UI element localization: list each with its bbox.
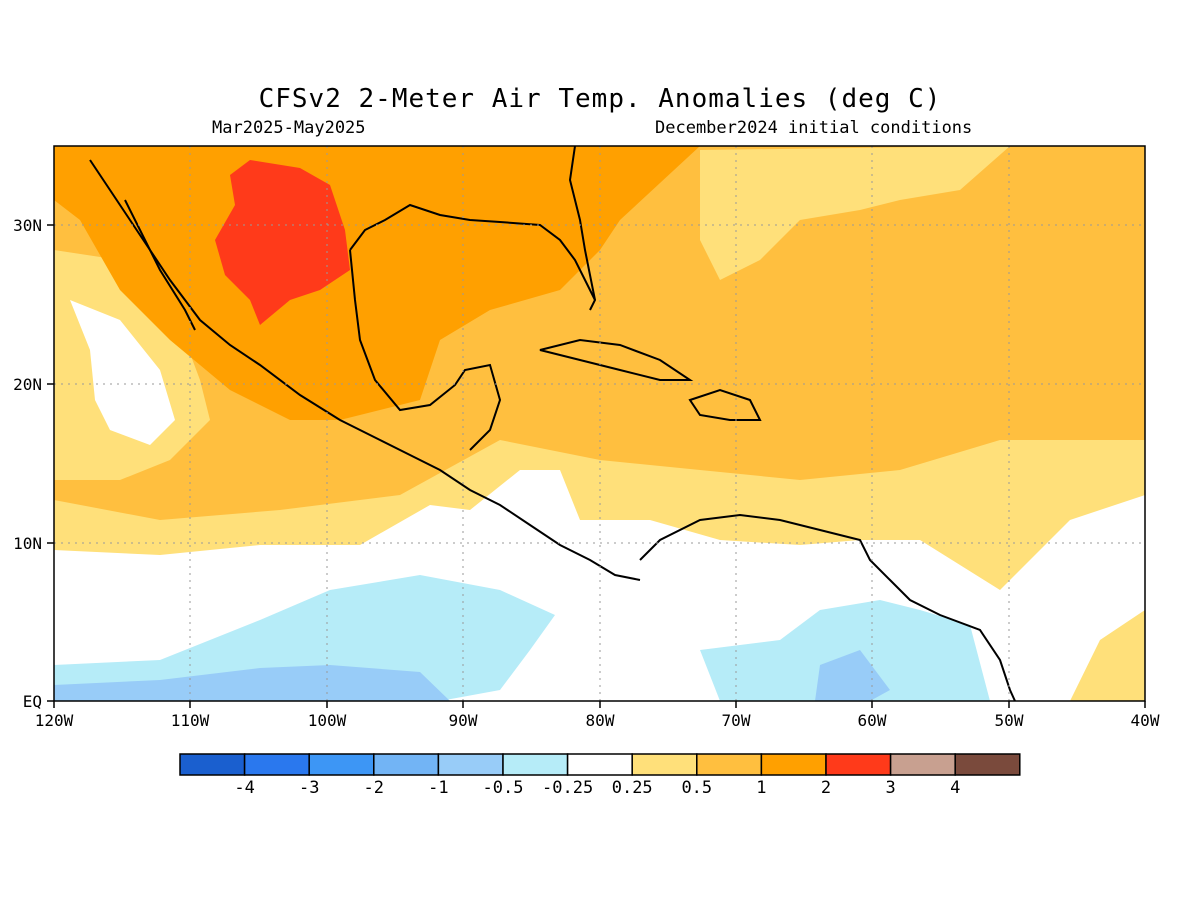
lon-label: 60W [858,711,887,730]
legend-label: 4 [950,778,960,798]
legend-label: -1 [428,778,448,798]
lon-label: 40W [1131,711,1160,730]
legend-swatch [243,753,310,776]
lat-label: 30N [13,216,42,235]
legend-swatch [373,753,440,776]
color-legend: -4 -3 -2 -1 -0.5 -0.25 0.25 0.5 1 2 3 4 [179,753,1021,798]
lon-label: 50W [995,711,1024,730]
lat-label: 10N [13,534,42,553]
coastline-baja [124,199,196,331]
legend-label: -4 [234,778,254,798]
coastline-florida [568,146,597,311]
legend-swatch [760,753,827,776]
coastline-gulf-west [349,249,502,451]
lon-label: 100W [308,711,347,730]
longitude-labels: 120W 110W 100W 90W 80W 70W 60W 50W 40W [35,711,1160,730]
coastline-hispaniola [688,388,762,421]
cool-region-light [54,575,555,701]
legend-label: -0.5 [483,778,524,798]
cool-region-medium [54,665,450,701]
coastline-cuba [539,338,694,381]
legend-swatch [696,753,763,776]
legend-swatch [631,753,698,776]
legend-label: 0.5 [681,778,712,798]
legend-label: 0.25 [612,778,653,798]
anomaly-region-hot-core [215,160,350,325]
legend-swatch [308,753,375,776]
gridlines [54,146,1145,701]
neutral-region-westcoast [70,300,175,445]
lon-label: 120W [35,711,74,730]
legend-swatch [179,753,246,776]
legend-label: 1 [756,778,766,798]
legend-swatch [825,753,892,776]
cool-region-medium-east [815,650,890,701]
legend-swatch [954,753,1021,776]
forecast-period: Mar2025-May2025 [212,118,366,138]
legend-swatch [889,753,956,776]
legend-label: -2 [364,778,384,798]
coastline-gulf [349,203,596,301]
latitude-labels: EQ 10N 20N 30N [13,216,42,711]
legend-label: -0.25 [542,778,593,798]
map-title: CFSv2 2-Meter Air Temp. Anomalies (deg C… [258,84,942,114]
lon-label: 110W [171,711,210,730]
legend-label: -3 [299,778,319,798]
legend-label: 2 [821,778,831,798]
lon-label: 90W [449,711,478,730]
lat-label: EQ [23,692,42,711]
coastlines [89,146,1016,701]
lat-label: 20N [13,375,42,394]
coastline-south-america [639,513,1016,701]
initial-conditions: December2024 initial conditions [655,118,973,138]
anomaly-region-0p5to1-north [700,146,1010,280]
legend-swatch [437,753,504,776]
cool-region-light-east [700,600,990,701]
legend-label: 3 [885,778,895,798]
legend-swatch [502,753,569,776]
legend-swatch [566,753,633,776]
anomaly-region-2to3-gulf [54,146,700,420]
axis-ticks [47,224,1146,708]
lon-label: 80W [586,711,615,730]
lon-label: 70W [722,711,751,730]
anomaly-field [54,146,1145,701]
